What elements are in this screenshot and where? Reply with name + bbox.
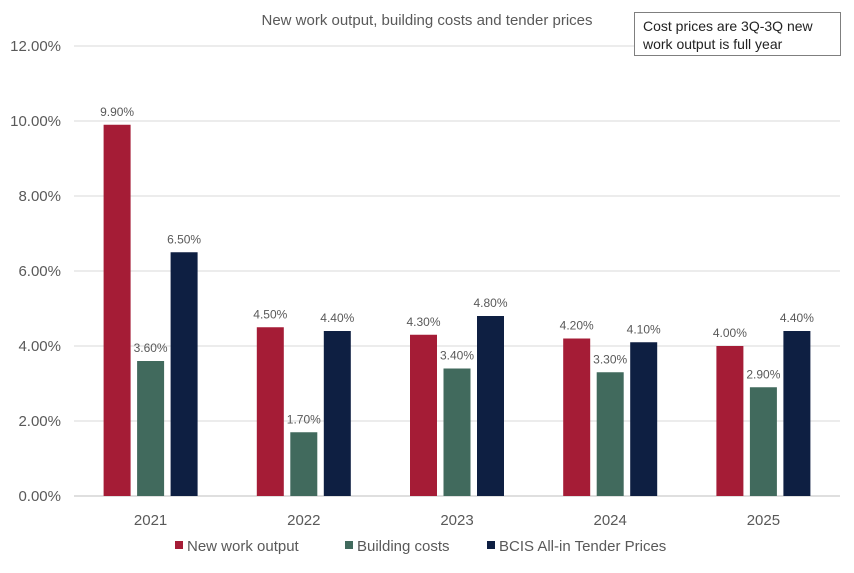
- grid-lines: [74, 45, 840, 497]
- x-category-label: 2025: [747, 512, 780, 529]
- bar-new-work-output-2025: [716, 346, 744, 496]
- y-tick-label: 10.00%: [10, 113, 61, 130]
- data-label: 4.20%: [560, 319, 594, 333]
- data-label: 4.00%: [713, 326, 747, 340]
- x-category-label: 2021: [134, 512, 167, 529]
- data-label: 4.80%: [473, 296, 507, 310]
- y-tick-label: 4.00%: [18, 338, 61, 355]
- data-label: 4.40%: [320, 311, 354, 325]
- x-category-label: 2022: [287, 512, 320, 529]
- legend-swatch: [345, 541, 353, 549]
- bar-building-costs-2024: [596, 372, 624, 496]
- data-label: 4.40%: [780, 311, 814, 325]
- y-tick-label: 12.00%: [10, 38, 61, 55]
- x-category-label: 2023: [440, 512, 473, 529]
- legend-swatch: [487, 541, 495, 549]
- bar-building-costs-2021: [137, 361, 165, 496]
- legend-item: Building costs: [345, 538, 450, 555]
- bar-building-costs-2023: [443, 368, 471, 496]
- bars: [103, 124, 811, 496]
- legend-label: New work output: [187, 538, 300, 555]
- bar-bcis-all-in-tender-prices-2025: [783, 331, 811, 496]
- bar-new-work-output-2024: [563, 338, 591, 496]
- bar-bcis-all-in-tender-prices-2023: [477, 316, 504, 496]
- data-label: 1.70%: [287, 412, 321, 426]
- data-label: 6.50%: [167, 232, 201, 246]
- annotation-box: Cost prices are 3Q-3Q new work output is…: [634, 12, 841, 56]
- data-label: 3.30%: [593, 352, 627, 366]
- bar-bcis-all-in-tender-prices-2021: [170, 252, 198, 496]
- data-label: 4.50%: [253, 307, 287, 321]
- data-label: 4.10%: [627, 322, 661, 336]
- legend-swatch: [175, 541, 183, 549]
- x-axis-categories: 2021 2022 2023 2024 2025: [134, 512, 780, 529]
- data-label: 3.60%: [134, 341, 168, 355]
- legend-label: BCIS All-in Tender Prices: [499, 538, 666, 555]
- chart-title: New work output, building costs and tend…: [261, 12, 592, 29]
- data-label: 9.90%: [100, 105, 134, 119]
- legend-item: BCIS All-in Tender Prices: [487, 538, 666, 555]
- bar-building-costs-2025: [749, 387, 777, 496]
- legend: New work output Building costs BCIS All-in…: [175, 538, 666, 555]
- y-tick-label: 8.00%: [18, 188, 61, 205]
- legend-item: New work output: [175, 538, 300, 555]
- data-label: 2.90%: [746, 367, 780, 381]
- bar-building-costs-2022: [290, 432, 318, 496]
- bar-bcis-all-in-tender-prices-2022: [323, 331, 351, 496]
- bar-new-work-output-2023: [410, 334, 437, 496]
- legend-label: Building costs: [357, 538, 450, 555]
- y-tick-label: 0.00%: [18, 488, 61, 505]
- y-tick-label: 6.00%: [18, 263, 61, 280]
- data-label: 3.40%: [440, 349, 474, 363]
- y-axis-ticks: 0.00% 2.00% 4.00% 6.00% 8.00% 10.00% 12.00%: [10, 38, 61, 505]
- bar-bcis-all-in-tender-prices-2024: [630, 342, 658, 496]
- y-tick-label: 2.00%: [18, 413, 61, 430]
- data-label: 4.30%: [406, 315, 440, 329]
- data-labels: 9.90% 3.60% 6.50% 4.50% 1.70% 4.40% 4.30% 3.40%…: [100, 105, 814, 427]
- bar-new-work-output-2021: [103, 124, 131, 496]
- x-category-label: 2024: [594, 512, 627, 529]
- bar-new-work-output-2022: [256, 327, 284, 496]
